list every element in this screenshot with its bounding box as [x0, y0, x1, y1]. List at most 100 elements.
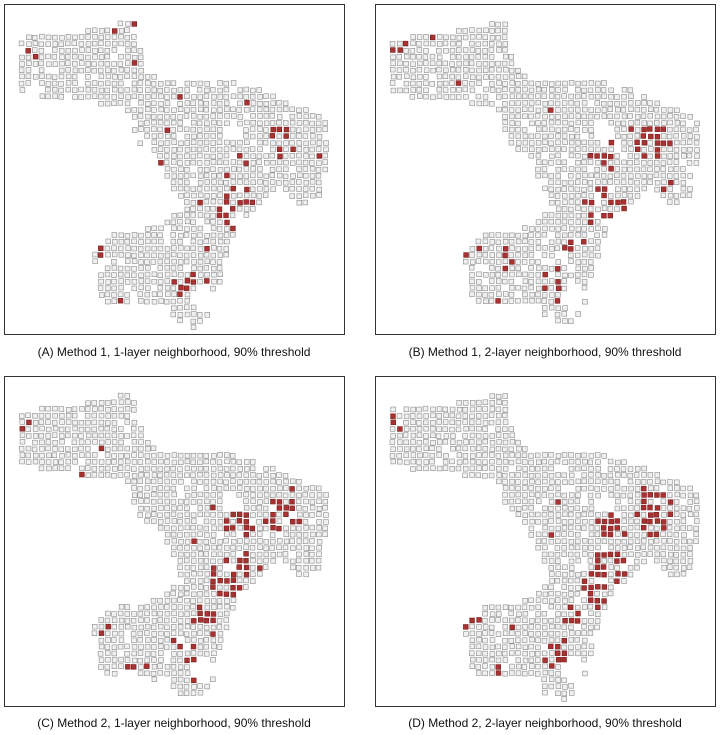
grid-cell	[309, 166, 316, 172]
grid-cell	[184, 107, 190, 113]
grid-cell	[52, 446, 58, 452]
grid-cell	[164, 636, 170, 643]
grid-cell	[522, 657, 529, 664]
grid-cell	[482, 48, 488, 54]
grid-cell	[515, 252, 521, 258]
grid-cell	[502, 630, 509, 636]
hotspot-cell	[224, 193, 230, 199]
grid-cell	[536, 126, 542, 133]
grid-cell	[32, 40, 39, 47]
grid-cell	[422, 452, 429, 458]
grid-cell	[562, 318, 568, 324]
grid-cell	[549, 304, 555, 311]
grid-cell	[117, 20, 124, 27]
grid-cell	[184, 505, 190, 511]
grid-cell	[111, 34, 118, 40]
grid-cell	[91, 630, 98, 636]
grid-cell	[210, 153, 216, 160]
grid-cell	[608, 87, 614, 94]
grid-cell	[145, 440, 151, 446]
grid-cell	[316, 140, 323, 146]
grid-cell	[211, 604, 217, 610]
grid-cell	[217, 630, 224, 637]
grid-cell	[509, 245, 515, 251]
grid-cell	[151, 238, 157, 245]
grid-cell	[79, 47, 85, 53]
grid-cell	[315, 485, 322, 492]
grid-cell	[217, 167, 224, 173]
grid-cell	[403, 406, 410, 412]
grid-cell	[118, 453, 124, 459]
grid-cell	[151, 637, 157, 643]
grid-cell	[217, 551, 224, 557]
grid-cell	[561, 531, 567, 537]
grid-cell	[607, 173, 614, 179]
grid-cell	[158, 650, 164, 656]
grid-cell	[569, 225, 575, 232]
grid-cell	[463, 60, 469, 67]
grid-cell	[290, 545, 296, 551]
map	[389, 393, 700, 702]
grid-cell	[164, 87, 170, 93]
grid-cell	[502, 499, 508, 505]
grid-cell	[197, 114, 203, 120]
grid-cell	[151, 232, 157, 238]
grid-cell	[423, 425, 429, 432]
grid-cell	[640, 479, 647, 485]
grid-cell	[456, 94, 462, 100]
grid-cell	[575, 459, 581, 465]
grid-cell	[417, 452, 423, 459]
grid-cell	[680, 565, 687, 571]
grid-cell	[455, 413, 462, 420]
grid-cell	[138, 604, 144, 611]
grid-cell	[158, 140, 164, 146]
grid-cell	[282, 180, 289, 186]
grid-cell	[508, 298, 515, 304]
grid-cell	[568, 519, 574, 525]
grid-cell	[615, 539, 621, 545]
grid-cell	[104, 100, 111, 107]
grid-cell	[489, 101, 495, 107]
grid-cell	[521, 664, 528, 670]
hotspot-cell	[667, 499, 674, 505]
grid-cell	[269, 106, 276, 113]
grid-cell	[508, 107, 515, 113]
grid-cell	[423, 413, 429, 419]
grid-cell	[661, 538, 667, 544]
grid-cell	[693, 498, 700, 505]
grid-cell	[483, 298, 489, 304]
grid-cell	[528, 153, 534, 159]
grid-cell	[588, 94, 595, 100]
grid-cell	[184, 453, 191, 459]
grid-cell	[184, 206, 190, 213]
grid-cell	[91, 93, 98, 99]
grid-cell	[145, 264, 151, 271]
grid-cell	[131, 34, 137, 40]
grid-cell	[158, 101, 164, 107]
grid-cell	[535, 120, 541, 126]
grid-cell	[72, 432, 78, 439]
hotspot-cell	[131, 60, 138, 66]
grid-cell	[528, 232, 534, 238]
grid-cell	[667, 113, 673, 119]
grid-cell	[436, 413, 442, 419]
hotspot-cell	[211, 565, 217, 571]
grid-cell	[98, 60, 104, 67]
grid-cell	[601, 113, 607, 120]
grid-cell	[118, 87, 124, 93]
grid-cell	[204, 212, 210, 219]
grid-cell	[316, 134, 323, 140]
grid-cell	[581, 279, 588, 285]
grid-cell	[177, 173, 184, 179]
grid-cell	[482, 446, 489, 452]
grid-cell	[91, 80, 98, 86]
grid-cell	[515, 73, 522, 79]
grid-cell	[105, 73, 112, 80]
grid-cell	[250, 172, 256, 179]
grid-cell	[197, 531, 203, 537]
grid-cell	[124, 265, 131, 272]
grid-cell	[449, 61, 455, 67]
grid-cell	[250, 531, 256, 537]
grid-cell	[151, 126, 157, 132]
grid-cell	[85, 93, 91, 100]
